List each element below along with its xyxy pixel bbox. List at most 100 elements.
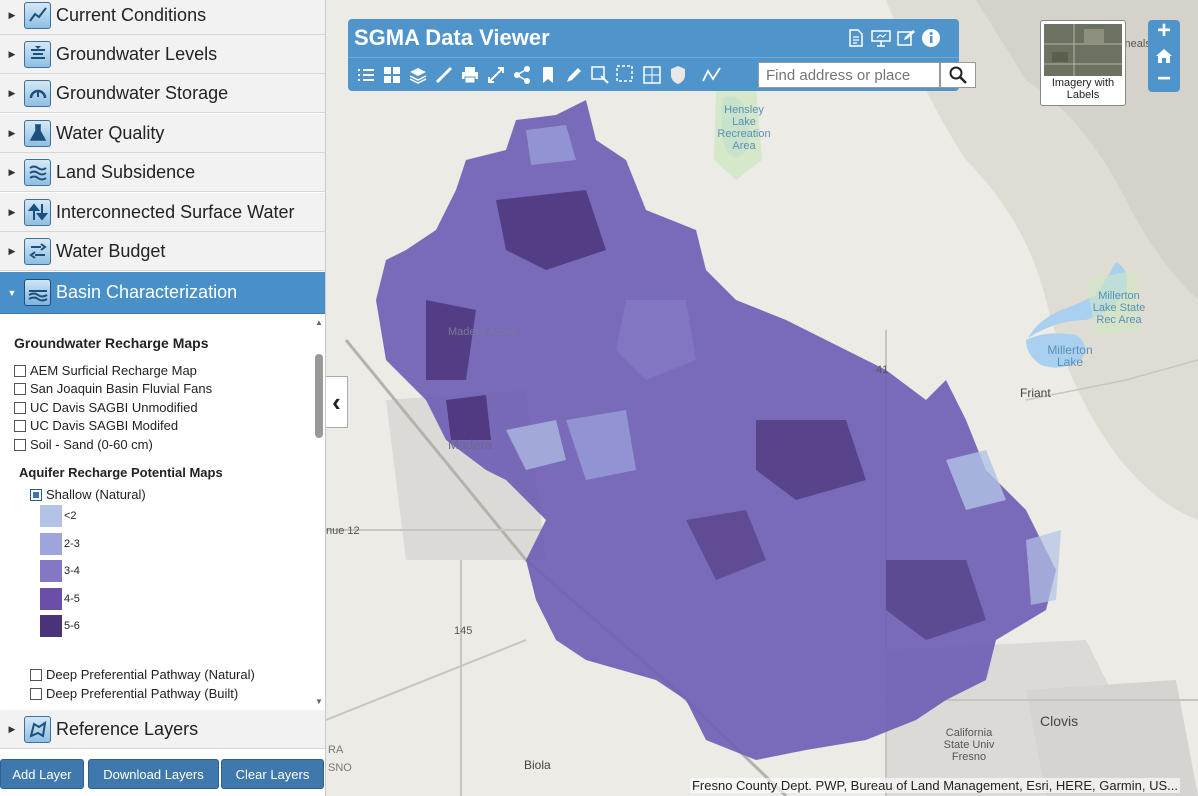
layers-icon[interactable]: [408, 65, 428, 85]
chevron-left-icon: ‹: [332, 386, 341, 417]
map-label-millerton-lake: Millerton Lake: [1047, 343, 1093, 369]
category-current-conditions[interactable]: ▶ Current Conditions: [0, 0, 325, 35]
profile-line-icon[interactable]: [702, 65, 722, 85]
legend-swatch: [40, 615, 62, 637]
download-layers-button[interactable]: Download Layers: [88, 759, 219, 789]
checkbox[interactable]: [14, 364, 26, 377]
bookmark-icon[interactable]: [538, 65, 558, 85]
category-label: Groundwater Storage: [56, 82, 229, 103]
edit-icon[interactable]: [896, 28, 916, 48]
viewer-toolbar: [348, 57, 976, 91]
layer-label: San Joaquin Basin Fluvial Fans: [30, 381, 213, 396]
scroll-up-icon[interactable]: ▲: [315, 318, 323, 327]
scroll-down-icon[interactable]: ▼: [315, 697, 323, 706]
category-label: Current Conditions: [56, 4, 207, 25]
basemap-thumbnail: [1044, 24, 1122, 76]
category-water-budget[interactable]: ▶ Water Budget: [0, 232, 325, 271]
layer-toggle[interactable]: UC Davis SAGBI Unmodified: [14, 400, 198, 415]
legend-item: 5-6: [40, 615, 80, 637]
legend-swatch: [40, 588, 62, 610]
list-icon[interactable]: [356, 65, 376, 85]
category-reference-layers[interactable]: ▶ Reference Layers: [0, 710, 325, 749]
basemap-topography: [326, 0, 1198, 796]
zoom-in-button[interactable]: +: [1156, 17, 1171, 44]
layer-toggle[interactable]: UC Davis SAGBI Modifed: [14, 418, 178, 433]
map-label-biola: Biola: [524, 758, 551, 772]
arrows-exchange-icon: [24, 198, 51, 226]
fullscreen-icon[interactable]: [486, 65, 506, 85]
layer-toggle[interactable]: Soil - Sand (0-60 cm): [14, 437, 153, 452]
layer-toggle[interactable]: San Joaquin Basin Fluvial Fans: [14, 381, 212, 396]
zoom-out-button[interactable]: −: [1156, 65, 1171, 92]
select-icon[interactable]: [590, 65, 610, 85]
layer-toggle[interactable]: Deep Preferential Pathway (Built): [30, 686, 238, 701]
layer-label: AEM Surficial Recharge Map: [30, 363, 197, 378]
category-label: Water Quality: [56, 122, 165, 143]
checkbox[interactable]: [14, 419, 26, 432]
map-view[interactable]: Hensley Lake Recreation Area Millerton L…: [326, 0, 1198, 796]
search-input[interactable]: [758, 62, 940, 88]
well-level-icon: [24, 40, 51, 68]
legend-label: <2: [64, 510, 77, 522]
caret-right-icon: ▶: [8, 127, 16, 138]
map-label-friant: Friant: [1020, 386, 1051, 400]
flask-icon: [24, 119, 51, 147]
category-label: Interconnected Surface Water: [56, 201, 295, 222]
category-water-quality[interactable]: ▶ Water Quality: [0, 114, 325, 153]
draw-pencil-icon[interactable]: [564, 65, 584, 85]
legend-swatch: [40, 533, 62, 555]
share-icon[interactable]: [512, 65, 532, 85]
scroll-thumb[interactable]: [315, 354, 323, 438]
basemap-toggle[interactable]: Imagery with Labels: [1040, 20, 1126, 106]
shield-icon[interactable]: [668, 65, 688, 85]
search-icon: [949, 66, 967, 84]
info-icon[interactable]: [921, 28, 941, 48]
zoom-controls: + −: [1148, 17, 1180, 92]
measure-icon[interactable]: [434, 65, 454, 85]
reference-map-icon: [24, 715, 51, 743]
category-land-subsidence[interactable]: ▶ Land Subsidence: [0, 153, 325, 192]
checkbox-checked[interactable]: [30, 488, 42, 501]
category-interconnected-surface-water[interactable]: ▶ Interconnected Surface Water: [0, 193, 325, 232]
basin-characterization-panel: Groundwater Recharge Maps AEM Surficial …: [0, 314, 325, 710]
legend-label: 5-6: [64, 620, 80, 632]
layer-toggle-shallow[interactable]: Shallow (Natural): [30, 487, 146, 502]
layer-toggle[interactable]: Deep Preferential Pathway (Natural): [30, 667, 255, 682]
search-button[interactable]: [940, 62, 976, 88]
document-icon[interactable]: [846, 28, 866, 48]
basin-icon: [24, 279, 51, 306]
legend-label: 3-4: [64, 565, 80, 577]
select-box-icon[interactable]: [616, 64, 636, 85]
layer-toggle[interactable]: AEM Surficial Recharge Map: [14, 363, 197, 378]
millerton-lake: [1028, 262, 1128, 338]
checkbox[interactable]: [14, 401, 26, 414]
viewer-title: SGMA Data Viewer: [354, 25, 550, 50]
category-basin-characterization[interactable]: ▼ Basin Characterization: [0, 272, 325, 314]
presentation-icon[interactable]: [871, 28, 891, 48]
panel-scrollbar[interactable]: ▲ ▼: [314, 318, 324, 706]
category-groundwater-storage[interactable]: ▶ Groundwater Storage: [0, 74, 325, 113]
layer-label: Deep Preferential Pathway (Natural): [46, 667, 255, 682]
caret-right-icon: ▶: [8, 245, 16, 256]
category-label: Basin Characterization: [56, 282, 238, 302]
checkbox[interactable]: [30, 687, 42, 700]
add-layer-button[interactable]: Add Layer: [0, 759, 84, 789]
map-label-avenue-12: nue 12: [326, 525, 360, 537]
map-grid-icon[interactable]: [642, 65, 662, 85]
print-icon[interactable]: [460, 65, 480, 85]
home-icon: [1156, 49, 1172, 63]
map-label-clovis: Clovis: [1040, 713, 1079, 729]
checkbox[interactable]: [14, 382, 26, 395]
layer-label: UC Davis SAGBI Unmodified: [30, 400, 198, 415]
checkbox[interactable]: [14, 438, 26, 451]
collapse-sidebar-button[interactable]: ‹: [326, 376, 348, 428]
grid-icon[interactable]: [382, 65, 402, 85]
clear-layers-button[interactable]: Clear Layers: [221, 759, 324, 789]
budget-arrows-icon: [24, 237, 51, 265]
category-groundwater-levels[interactable]: ▶ Groundwater Levels: [0, 35, 325, 74]
map-label-madera-acres: Madera Acres: [448, 326, 516, 338]
aquifer-maps-heading: Aquifer Recharge Potential Maps: [19, 465, 223, 480]
checkbox[interactable]: [30, 668, 42, 681]
storage-gauge-icon: [24, 79, 51, 107]
home-button[interactable]: [1148, 44, 1180, 68]
